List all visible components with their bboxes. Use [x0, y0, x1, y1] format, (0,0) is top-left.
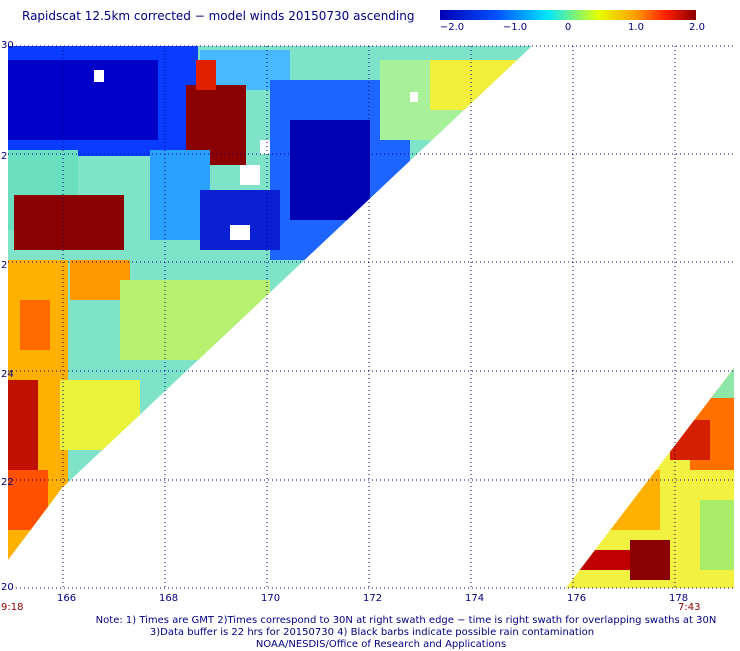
footnote-line: Note: 1) Times are GMT 2)Times correspon… — [95, 615, 717, 626]
colorbar-labels: −2.0 −1.0 0 1.0 2.0 — [0, 22, 740, 36]
chart-title: Rapidscat 12.5km corrected − model winds… — [22, 9, 415, 23]
swath-map: 30 2 2 24 22 20 166 168 170 172 174 176 … — [1, 40, 734, 612]
lat-tick: 22 — [1, 477, 14, 488]
lon-tick: 170 — [261, 593, 280, 604]
lon-tick: 176 — [567, 593, 586, 604]
swath-east — [566, 368, 734, 588]
lon-tick: 166 — [57, 593, 76, 604]
colorbar — [440, 10, 696, 20]
credit-line: NOAA/NESDIS/Office of Research and Appli… — [255, 639, 507, 650]
lon-tick: 168 — [159, 593, 178, 604]
grid-lines — [8, 45, 734, 589]
footnote-line: 3)Data buffer is 22 hrs for 20150730 4) … — [149, 627, 595, 638]
lon-tick: 174 — [465, 593, 484, 604]
lon-tick: 172 — [363, 593, 382, 604]
lat-tick: 2 — [1, 151, 7, 162]
swath-start-time: 9:18 — [1, 602, 23, 612]
lat-tick: 30 — [1, 40, 14, 51]
swath-west — [8, 46, 532, 560]
lat-tick: 24 — [1, 369, 14, 380]
lat-tick: 2 — [1, 260, 7, 271]
colorbar-label: −1.0 — [502, 22, 528, 33]
colorbar-label: 1.0 — [628, 22, 644, 33]
footnotes: Note: 1) Times are GMT 2)Times correspon… — [0, 615, 740, 651]
lon-tick: 178 — [669, 593, 688, 604]
colorbar-gradient — [440, 10, 696, 20]
colorbar-label: −2.0 — [439, 22, 465, 33]
swath-end-time: 7:43 — [678, 602, 700, 612]
colorbar-label: 0 — [564, 22, 572, 33]
colorbar-label: 2.0 — [689, 22, 705, 33]
lat-tick: 20 — [1, 582, 14, 593]
